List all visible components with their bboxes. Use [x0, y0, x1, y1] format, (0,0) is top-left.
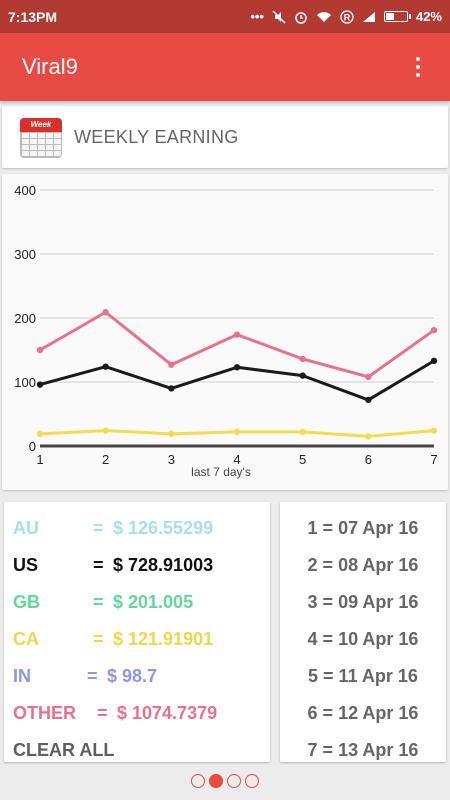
overflow-menu-icon[interactable]: [408, 52, 428, 82]
data-point: [299, 355, 306, 363]
battery-percent: 42%: [415, 9, 442, 24]
data-point: [365, 373, 372, 381]
data-point: [365, 433, 372, 440]
page-title: WEEKLY EARNING: [74, 126, 239, 147]
alarm-icon: [294, 10, 308, 24]
data-point: [36, 381, 44, 388]
calendar-icon-label: Week: [20, 118, 62, 132]
country-earning-row: IN = $ 98.7: [13, 658, 270, 695]
equals-sign: =: [87, 666, 98, 686]
x-axis-label: last 7 day's: [191, 465, 251, 479]
data-point: [233, 331, 241, 338]
day-legend-item: 1 = 07 Apr 16: [307, 518, 419, 538]
x-tick-label: 1: [36, 452, 43, 467]
page-dot[interactable]: [245, 774, 259, 788]
x-tick-label: 3: [168, 452, 175, 467]
data-point: [430, 427, 438, 434]
equals-sign: =: [93, 518, 104, 538]
country-earning-row: CA = $ 121.91901: [13, 621, 270, 658]
equals-sign: =: [93, 592, 104, 612]
country-earning-row: US = $ 728.91003: [13, 547, 270, 584]
page-dot[interactable]: [209, 774, 223, 788]
signal-icon: [362, 11, 376, 23]
data-point: [102, 309, 109, 316]
data-point: [36, 346, 44, 354]
x-tick-label: 7: [430, 452, 437, 467]
x-tick-label: 4: [233, 452, 240, 467]
day-legend-item: 6 = 12 Apr 16: [307, 703, 419, 723]
x-tick-label: 6: [365, 452, 372, 467]
day-legend-item: 5 = 11 Apr 16: [308, 666, 418, 686]
day-legend-list: 1 = 07 Apr 16 2 = 08 Apr 16 3 = 09 Apr 16 4…: [280, 510, 446, 769]
mute-icon: [272, 9, 286, 24]
y-tick-label: 400: [14, 183, 36, 198]
day-legend-item: 2 = 08 Apr 16: [307, 555, 419, 575]
y-tick-label: 100: [14, 375, 36, 390]
data-point: [102, 363, 109, 370]
country-code: IN: [13, 666, 31, 686]
page-dot[interactable]: [227, 774, 241, 788]
day-legend-item: 7 = 13 Apr 16: [307, 740, 419, 760]
clear-all-button[interactable]: CLEAR ALL: [13, 740, 115, 760]
country-code: OTHER: [13, 703, 76, 723]
data-point: [299, 428, 306, 436]
page-dot[interactable]: [191, 774, 205, 788]
wifi-icon: [316, 11, 332, 23]
data-point: [168, 361, 175, 368]
battery-icon: [383, 11, 411, 22]
status-bar: 7:13PM ••• R 42%: [0, 0, 450, 33]
country-earnings-card: AU = $ 126.55299 US = $ 728.91003 GB = $ 201.005…: [4, 502, 270, 762]
country-earning-row: AU = $ 126.55299: [13, 510, 270, 547]
data-point: [36, 430, 44, 438]
country-amount: $ 121.91901: [113, 629, 214, 649]
app-title: Viral9: [22, 54, 78, 79]
data-point: [233, 364, 241, 371]
day-legend-item: 3 = 09 Apr 16: [307, 592, 419, 612]
data-point: [299, 372, 306, 379]
y-tick-label: 200: [14, 311, 36, 326]
country-amount: $ 1074.7379: [117, 703, 218, 723]
app-bar: Viral9: [0, 33, 450, 101]
calendar-icon: Week: [20, 116, 62, 158]
y-tick-label: 300: [14, 247, 36, 262]
x-tick-label: 5: [299, 452, 306, 467]
page-indicator: [0, 770, 450, 792]
weekly-earning-header: Week WEEKLY EARNING: [2, 106, 448, 168]
status-icons: ••• R 42%: [250, 9, 442, 24]
country-amount: $ 201.005: [113, 592, 194, 612]
country-amount: $ 98.7: [107, 666, 158, 686]
dots-icon: •••: [250, 9, 264, 24]
data-point: [430, 357, 438, 365]
country-earning-row: OTHER = $ 1074.7379: [13, 695, 270, 732]
equals-sign: =: [93, 555, 104, 575]
equals-sign: =: [93, 629, 104, 649]
country-amount: $ 728.91003: [113, 555, 214, 575]
registered-icon: R: [340, 9, 354, 24]
day-legend-card: 1 = 07 Apr 16 2 = 08 Apr 16 3 = 09 Apr 16 4…: [280, 502, 446, 762]
country-code: CA: [13, 629, 39, 649]
equals-sign: =: [97, 703, 108, 723]
day-legend-item: 4 = 10 Apr 16: [307, 629, 419, 649]
data-point: [168, 385, 175, 392]
country-earnings-list: AU = $ 126.55299 US = $ 728.91003 GB = $ 201.005…: [13, 510, 270, 732]
country-earning-row: GB = $ 201.005: [13, 584, 270, 621]
country-amount: $ 126.55299: [113, 518, 214, 538]
status-time: 7:13PM: [8, 8, 58, 25]
country-code: US: [13, 555, 39, 575]
data-point: [102, 427, 109, 434]
data-point: [365, 396, 372, 404]
country-code: AU: [13, 518, 39, 538]
data-point: [430, 326, 438, 334]
x-tick-label: 2: [102, 452, 109, 467]
country-code: GB: [13, 592, 40, 612]
earnings-chart-svg: 0 100 200 300 400 1 2 3 4 5 6 7 last 7 day's: [14, 183, 438, 479]
svg-text:R: R: [344, 12, 351, 22]
data-point: [168, 430, 175, 438]
y-tick-label: 0: [29, 439, 36, 454]
earnings-chart: 0 100 200 300 400 1 2 3 4 5 6 7 last 7 day's: [2, 174, 448, 490]
data-point: [233, 428, 241, 436]
